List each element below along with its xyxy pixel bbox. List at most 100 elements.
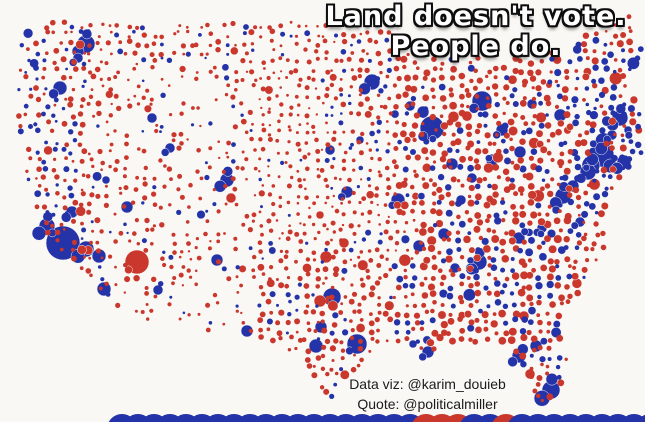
county-bubble xyxy=(208,121,213,126)
county-bubble xyxy=(80,188,84,192)
county-bubble xyxy=(476,219,484,226)
county-bubble xyxy=(519,222,526,229)
county-bubble xyxy=(160,256,165,262)
county-bubble xyxy=(260,205,263,209)
county-bubble xyxy=(190,123,195,127)
county-bubble xyxy=(59,87,64,91)
county-bubble xyxy=(143,165,148,171)
county-bubble xyxy=(205,327,211,333)
county-bubble xyxy=(329,294,335,301)
county-bubble xyxy=(572,265,577,270)
county-bubble xyxy=(275,94,279,98)
county-bubble xyxy=(628,67,632,72)
county-bubble xyxy=(289,34,293,38)
county-bubble xyxy=(357,339,363,344)
county-bubble xyxy=(315,113,318,116)
county-bubble xyxy=(311,77,316,82)
county-bubble xyxy=(520,227,529,236)
county-bubble xyxy=(393,164,399,170)
county-bubble xyxy=(348,247,354,253)
metro-bubble xyxy=(124,265,133,275)
county-bubble xyxy=(321,35,325,38)
county-bubble xyxy=(548,244,558,254)
county-bubble xyxy=(251,212,257,218)
county-bubble xyxy=(266,218,272,224)
county-bubble xyxy=(532,114,537,119)
county-bubble xyxy=(419,200,425,206)
metro-bubble xyxy=(408,339,418,349)
county-bubble xyxy=(417,192,426,200)
county-bubble xyxy=(410,257,414,260)
county-bubble xyxy=(320,353,326,359)
county-bubble xyxy=(260,86,266,92)
county-bubble xyxy=(448,87,454,92)
county-bubble xyxy=(593,106,597,111)
county-bubble xyxy=(151,41,157,46)
county-bubble xyxy=(280,53,285,57)
county-bubble xyxy=(493,276,498,281)
county-bubble xyxy=(482,148,489,155)
county-bubble xyxy=(628,26,632,30)
county-bubble xyxy=(252,254,257,260)
county-bubble xyxy=(123,291,127,294)
county-bubble xyxy=(126,231,129,235)
county-bubble xyxy=(267,137,273,142)
county-bubble xyxy=(172,50,177,56)
county-bubble xyxy=(485,74,489,79)
county-bubble xyxy=(40,174,46,180)
county-bubble xyxy=(509,145,515,152)
county-bubble xyxy=(441,232,446,236)
county-bubble xyxy=(557,93,563,100)
county-bubble xyxy=(141,130,145,133)
county-bubble xyxy=(333,249,339,255)
county-bubble xyxy=(361,295,367,301)
county-bubble xyxy=(540,186,545,192)
county-bubble xyxy=(403,146,408,151)
county-bubble xyxy=(53,157,57,161)
county-bubble xyxy=(476,177,483,184)
county-bubble xyxy=(333,382,338,387)
county-bubble xyxy=(385,130,390,134)
county-bubble xyxy=(624,131,633,140)
county-bubble xyxy=(122,174,127,179)
county-bubble xyxy=(70,210,74,214)
county-bubble xyxy=(449,75,456,81)
county-bubble xyxy=(24,71,28,74)
county-bubble xyxy=(432,66,438,72)
county-bubble xyxy=(324,240,330,246)
county-bubble xyxy=(203,231,208,237)
county-bubble xyxy=(613,33,619,39)
county-bubble xyxy=(585,120,591,126)
county-bubble xyxy=(42,166,49,172)
county-bubble xyxy=(278,204,283,209)
county-bubble xyxy=(428,135,437,143)
county-bubble xyxy=(412,218,416,222)
county-bubble xyxy=(544,235,551,243)
county-bubble xyxy=(385,120,389,123)
county-bubble xyxy=(521,316,528,323)
county-bubble xyxy=(491,83,499,90)
county-bubble xyxy=(186,29,190,34)
county-bubble xyxy=(141,79,145,83)
county-bubble xyxy=(531,103,537,109)
county-bubble xyxy=(448,312,453,317)
county-bubble xyxy=(528,373,535,380)
county-bubble xyxy=(594,258,598,262)
county-bubble xyxy=(123,51,128,56)
county-bubble xyxy=(437,141,444,148)
county-bubble xyxy=(529,301,534,307)
county-bubble xyxy=(477,111,484,118)
county-bubble xyxy=(549,131,556,138)
county-bubble xyxy=(419,240,424,245)
county-bubble xyxy=(527,258,533,263)
county-bubble xyxy=(307,152,311,156)
county-bubble xyxy=(316,25,319,28)
county-bubble xyxy=(592,36,600,44)
county-bubble xyxy=(592,178,597,183)
county-bubble xyxy=(609,186,614,191)
county-bubble xyxy=(100,168,103,171)
county-bubble xyxy=(168,254,174,260)
county-bubble xyxy=(582,48,588,54)
county-bubble xyxy=(441,237,447,242)
county-bubble xyxy=(519,333,528,342)
